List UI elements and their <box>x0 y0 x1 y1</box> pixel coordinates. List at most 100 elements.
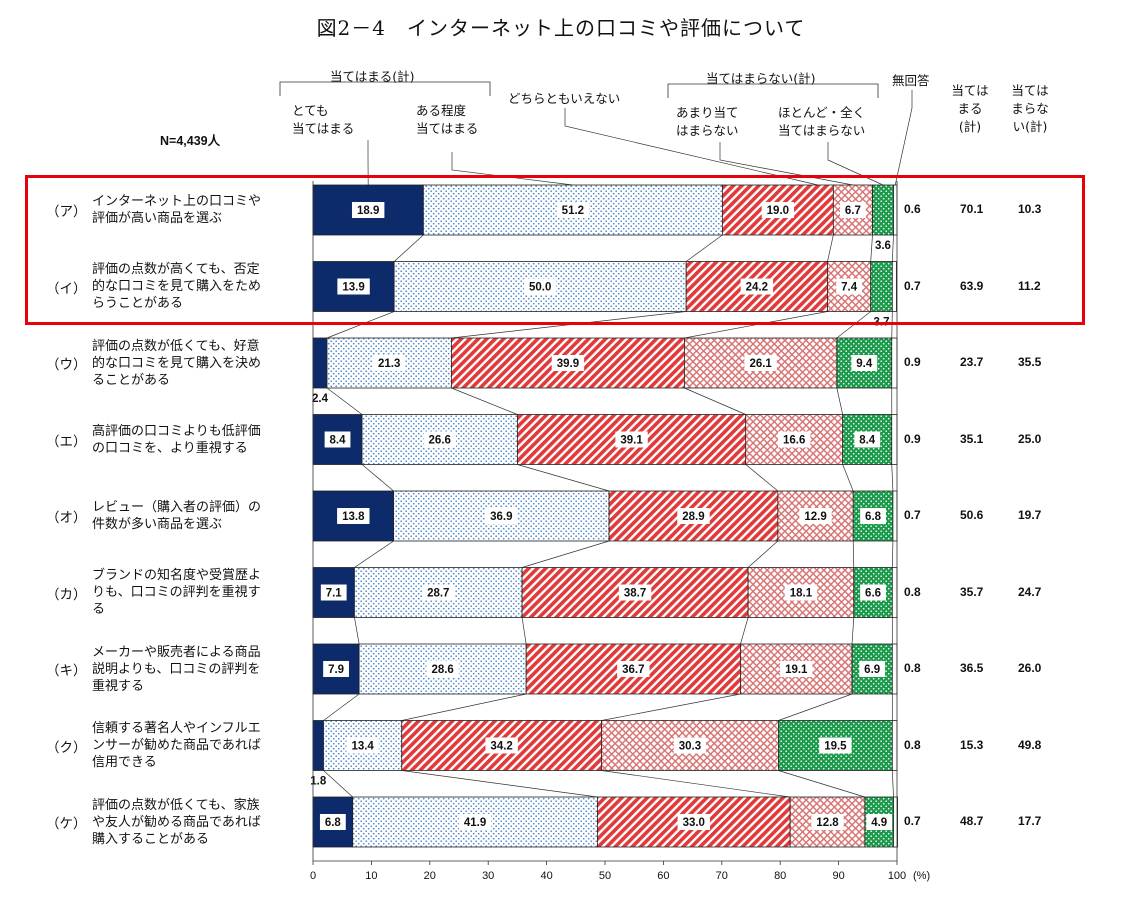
bar-segment-no-response <box>892 490 898 542</box>
value-label-bg <box>677 814 710 830</box>
header-bracket <box>667 83 879 98</box>
header-not-at-all: ほとんど・全く 当てはまらない <box>778 104 865 140</box>
bar-segment-no-response <box>891 567 898 618</box>
value-label: 51.2 <box>562 205 584 217</box>
header-neutral: どちらともいえない <box>508 91 621 106</box>
header-bracket <box>279 81 491 96</box>
header-disagree-total-line3: い(計) <box>1012 119 1048 134</box>
value-label: 4.9 <box>871 817 887 829</box>
value-label-bg <box>346 737 379 754</box>
bar-segment-no-response <box>891 720 898 771</box>
category-label-line: りも、口コミの評判を重視す <box>92 585 261 600</box>
value-label-bg <box>556 202 590 218</box>
value-label-bg <box>840 202 866 218</box>
category-label-line: 重視する <box>92 678 145 694</box>
header-not-at-all-line1: ほとんど・全く <box>778 105 866 120</box>
value-label-bg <box>485 737 518 754</box>
category-id: （エ） <box>46 433 87 450</box>
agree-total-value: 35.1 <box>960 431 984 446</box>
value-label-bg <box>854 431 881 448</box>
x-tick-label: 10 <box>365 870 377 882</box>
value-label: 39.1 <box>620 435 643 447</box>
value-label-bg <box>615 431 648 448</box>
header-somewhat-disagree-line1: あまり当て <box>676 105 739 120</box>
no-response-value: 0.6 <box>904 202 921 216</box>
value-label: 6.8 <box>865 511 882 523</box>
value-label: 41.9 <box>464 817 486 829</box>
value-label: 8.4 <box>330 435 347 447</box>
connector-line <box>852 540 855 568</box>
header-somewhat-disagree: あまり当て はまらない <box>676 104 739 140</box>
header-disagree-total-line2: まらな <box>1011 101 1049 116</box>
value-label-bg <box>784 584 818 601</box>
connector-line <box>601 693 741 721</box>
value-label-bg <box>337 278 370 295</box>
value-label: 12.8 <box>816 817 839 829</box>
category-id: （キ） <box>46 663 87 679</box>
header-very-agree-line1: とても <box>292 103 329 118</box>
x-tick-label: 80 <box>774 870 786 882</box>
header-disagree-group: 当てはまらない(計) <box>706 71 816 86</box>
header-agree-total-line3: (計) <box>958 119 982 134</box>
category-label-line: ることがある <box>92 372 171 388</box>
value-label: 28.6 <box>431 664 453 676</box>
value-label-bg <box>866 814 893 830</box>
value-label-outside: 3.6 <box>875 240 891 252</box>
category-label-line: る <box>92 602 106 617</box>
no-response-value: 0.7 <box>904 508 921 522</box>
header-no-response: 無回答 <box>892 73 930 88</box>
bar-segment-neutral <box>597 796 791 848</box>
agree-total-value: 23.7 <box>960 355 984 369</box>
value-label-bg <box>811 814 844 830</box>
category-label: 評価の点数が高くても、否定 的な口コミを見て購入をため らうことがある <box>92 261 261 312</box>
x-tick-label: 0 <box>310 870 316 882</box>
header-agree-total: 当ては まる (計) <box>945 82 995 136</box>
value-label-bg <box>320 584 347 601</box>
value-label: 9.4 <box>856 358 873 370</box>
value-label: 8.4 <box>859 435 876 447</box>
category-label-line: 評価の点数が低くても、好意 <box>92 338 260 354</box>
connector-line <box>851 617 855 645</box>
category-label: インターネット上の口コミや 評価が高い商品を選ぶ <box>92 193 261 227</box>
connector-line <box>323 770 353 798</box>
no-response-value: 0.7 <box>904 278 921 293</box>
header-very-agree: とても 当てはまる <box>292 102 354 138</box>
connector-line <box>451 387 518 415</box>
value-label: 24.2 <box>746 282 768 294</box>
value-label-bg <box>761 202 795 218</box>
connector-line <box>326 387 363 415</box>
value-label: 7.9 <box>328 664 344 676</box>
value-label-bg <box>859 661 886 677</box>
value-label-bg <box>740 278 774 295</box>
connector-line <box>684 387 746 415</box>
x-tick-label: 20 <box>424 870 436 882</box>
value-label-bg <box>323 661 349 677</box>
value-label: 13.4 <box>351 741 374 753</box>
disagree-total-value: 35.5 <box>1018 355 1042 369</box>
header-agree-total-line2: まる <box>957 101 983 116</box>
category-id: （オ） <box>46 510 87 526</box>
value-label: 26.6 <box>429 435 451 447</box>
value-label: 26.1 <box>749 358 772 370</box>
category-label: 信頼する著名人やインフルエ ンサーが勧めた商品であれば 信用できる <box>92 720 261 771</box>
connector-line <box>517 464 610 492</box>
highlight-box <box>25 175 1085 325</box>
agree-total-value: 70.1 <box>960 202 984 216</box>
connector-line <box>891 234 894 262</box>
header-agree-group: 当てはまる(計) <box>330 69 415 84</box>
agree-total-value: 50.6 <box>960 508 984 522</box>
category-label-line: 評価の点数が低くても、家族 <box>92 797 260 813</box>
connector-line <box>354 540 394 568</box>
value-label: 28.7 <box>427 588 449 600</box>
category-label-line: ブランドの知名度や受賞歴よ <box>92 568 262 583</box>
value-label: 12.9 <box>804 511 826 523</box>
header-leader-line <box>564 108 818 186</box>
value-label-bg <box>836 278 863 295</box>
category-label-line: 購入することがある <box>92 831 210 847</box>
category-label-line: 評価の点数が高くても、否定 <box>92 262 260 277</box>
disagree-total-value: 19.7 <box>1018 508 1042 522</box>
connector-line <box>740 617 749 645</box>
value-label: 7.1 <box>326 588 343 600</box>
category-label-line: 信頼する著名人やインフルエ <box>92 721 261 736</box>
value-label-bg <box>778 431 811 448</box>
